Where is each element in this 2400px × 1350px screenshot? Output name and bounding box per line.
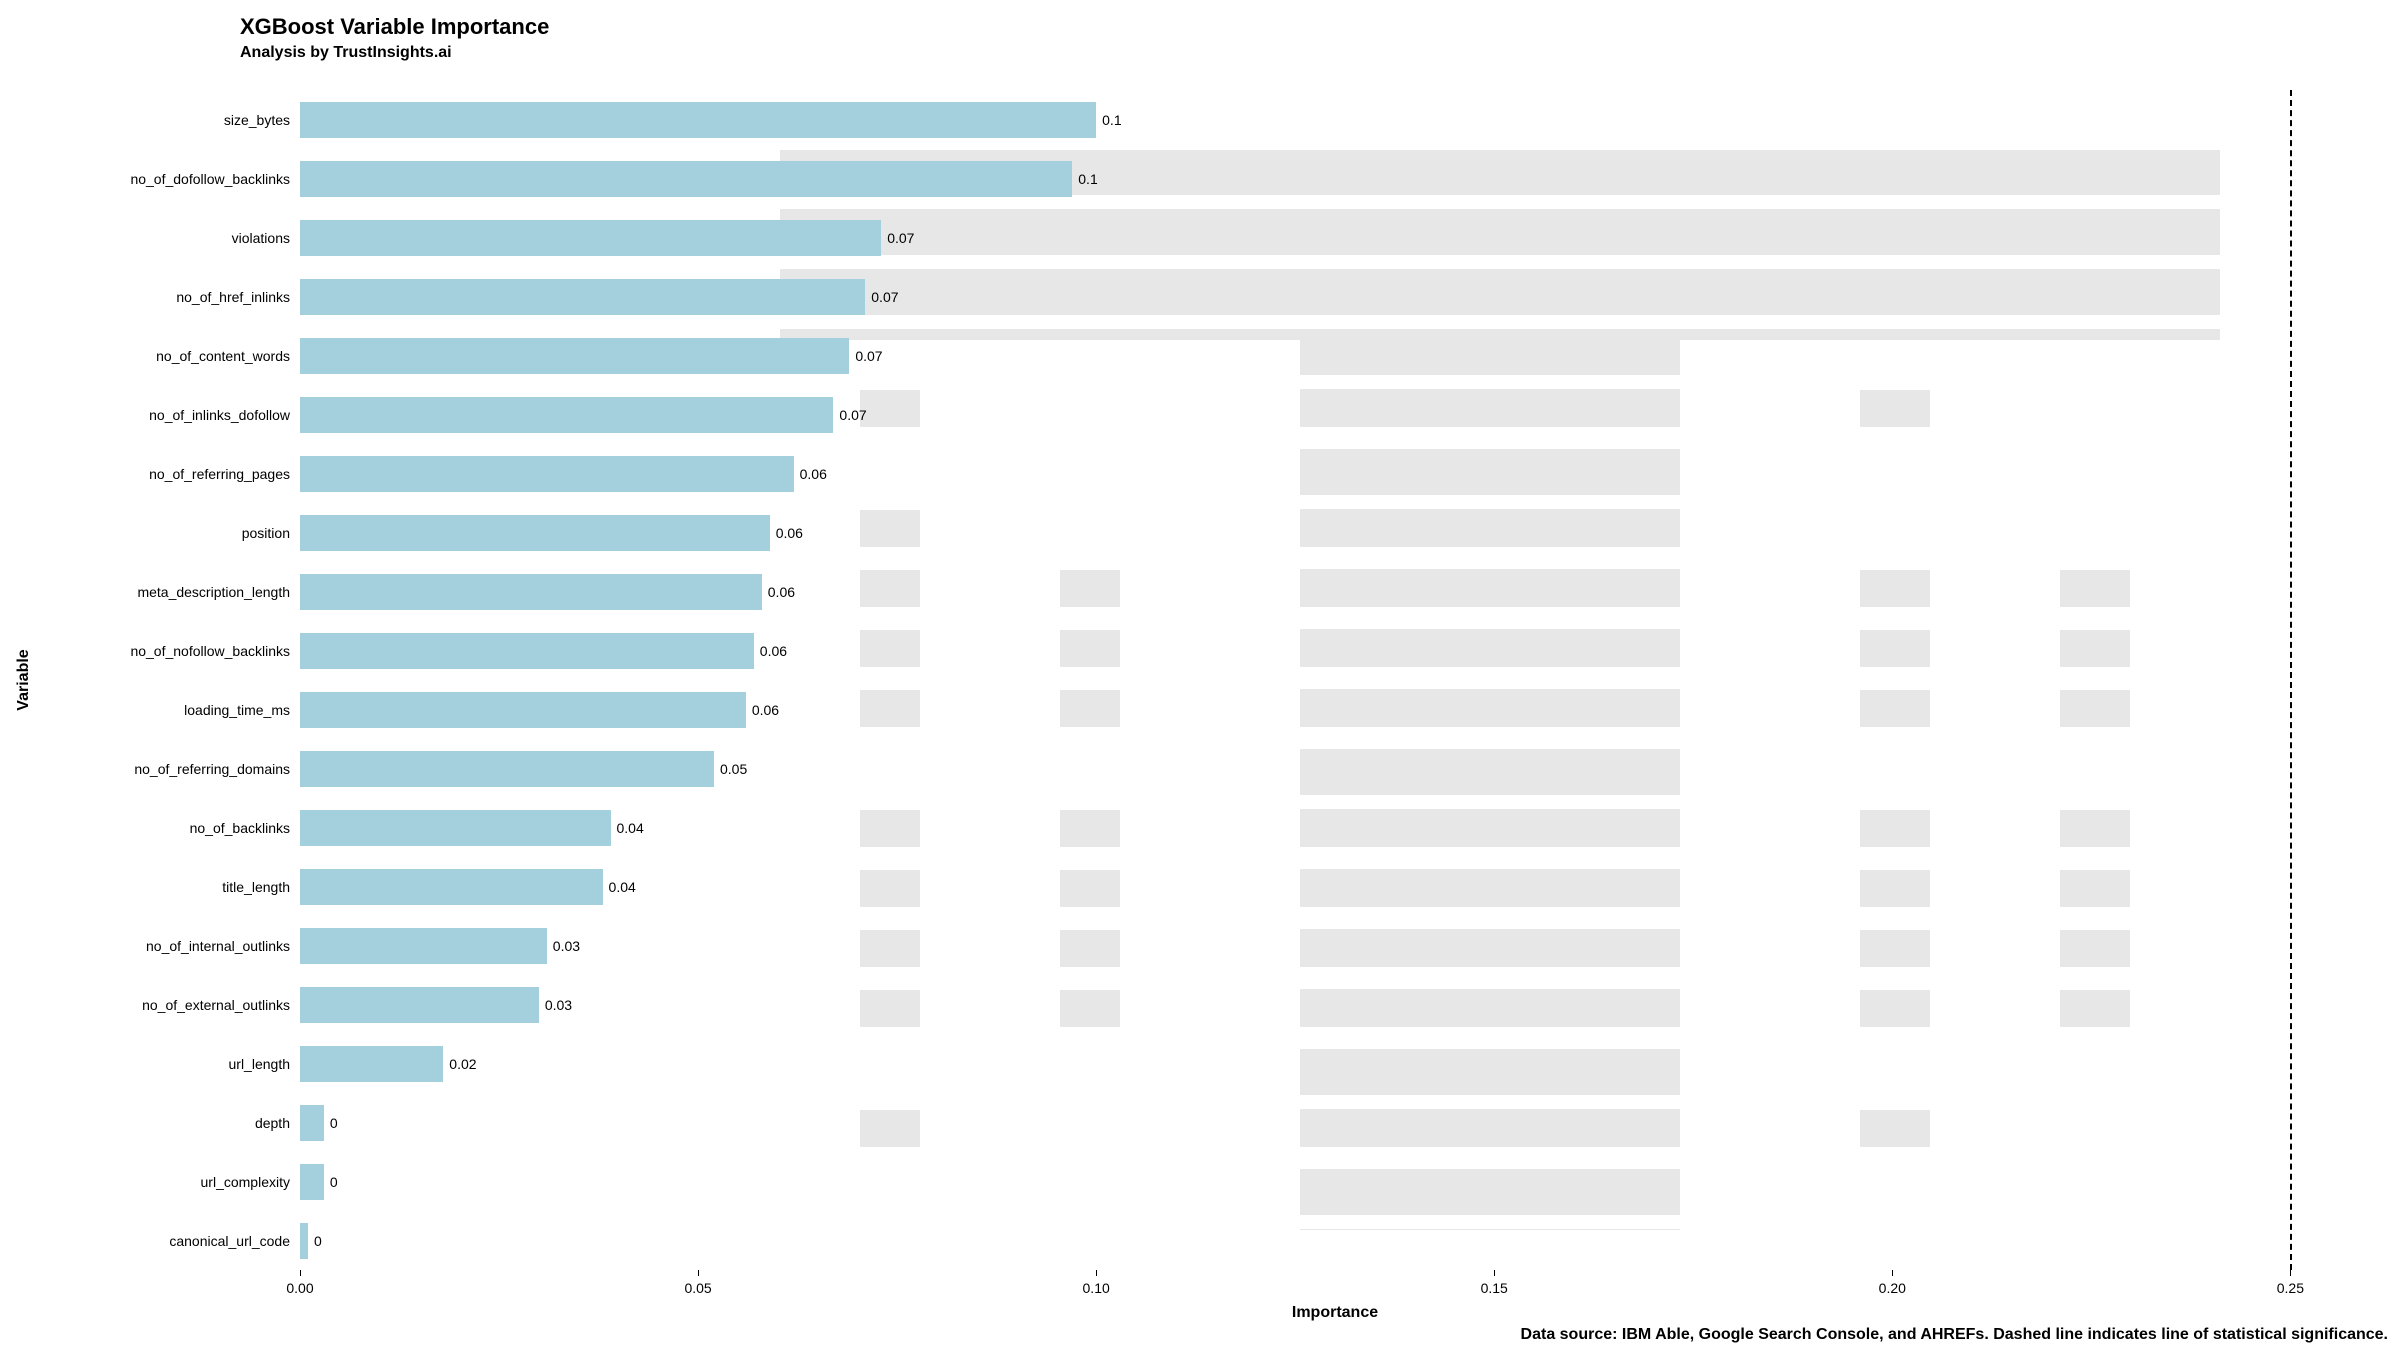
bar <box>300 574 762 610</box>
bar <box>300 397 833 433</box>
y-tick-label: loading_time_ms <box>184 702 290 718</box>
bar <box>300 1223 308 1259</box>
bar <box>300 751 714 787</box>
bar-value-label: 0.04 <box>609 879 636 895</box>
bar-value-label: 0 <box>330 1174 338 1190</box>
bar <box>300 1105 324 1141</box>
significance-line <box>2290 90 2292 1270</box>
y-tick-label: no_of_nofollow_backlinks <box>130 643 290 659</box>
bar-value-label: 0.06 <box>768 584 795 600</box>
y-tick-label: url_complexity <box>201 1174 290 1190</box>
y-tick-label: no_of_inlinks_dofollow <box>149 407 290 423</box>
y-tick-label: no_of_external_outlinks <box>142 997 290 1013</box>
bar <box>300 810 611 846</box>
y-tick-label: depth <box>255 1115 290 1131</box>
y-tick-label: canonical_url_code <box>169 1233 290 1249</box>
bar-value-label: 0.06 <box>776 525 803 541</box>
x-tick <box>2290 1270 2291 1276</box>
bar-value-label: 0.07 <box>839 407 866 423</box>
bar-value-label: 0.06 <box>760 643 787 659</box>
x-tick-label: 0.25 <box>2277 1280 2304 1296</box>
y-tick-label: no_of_referring_pages <box>149 466 290 482</box>
bar-value-label: 0 <box>330 1115 338 1131</box>
y-axis-title: Variable <box>15 649 33 710</box>
bar <box>300 1164 324 1200</box>
y-tick-label: url_length <box>229 1056 291 1072</box>
bar <box>300 220 881 256</box>
y-tick-label: no_of_href_inlinks <box>176 289 290 305</box>
x-tick <box>1892 1270 1893 1276</box>
x-axis-title: Importance <box>1292 1304 1378 1322</box>
x-tick <box>1494 1270 1495 1276</box>
y-tick-label: no_of_dofollow_backlinks <box>130 171 290 187</box>
x-tick <box>698 1270 699 1276</box>
y-tick-label: no_of_internal_outlinks <box>146 938 290 954</box>
y-tick-label: size_bytes <box>224 112 290 128</box>
chart-title: XGBoost Variable Importance <box>240 14 549 40</box>
bar <box>300 987 539 1023</box>
bar-value-label: 0.1 <box>1102 112 1121 128</box>
bar <box>300 456 794 492</box>
bar <box>300 279 865 315</box>
bar <box>300 161 1072 197</box>
bar-value-label: 0.02 <box>449 1056 476 1072</box>
y-tick-label: title_length <box>222 879 290 895</box>
bar-value-label: 0.1 <box>1078 171 1097 187</box>
bar-value-label: 0.07 <box>871 289 898 305</box>
bar-value-label: 0.03 <box>553 938 580 954</box>
bar-value-label: 0.07 <box>887 230 914 246</box>
bar-value-label: 0.06 <box>752 702 779 718</box>
bar-value-label: 0.06 <box>800 466 827 482</box>
bar <box>300 692 746 728</box>
bar <box>300 515 770 551</box>
bar-value-label: 0.07 <box>855 348 882 364</box>
x-tick <box>300 1270 301 1276</box>
bar <box>300 102 1096 138</box>
bar <box>300 633 754 669</box>
bar-value-label: 0.05 <box>720 761 747 777</box>
watermark <box>300 90 2370 1270</box>
bar-value-label: 0.03 <box>545 997 572 1013</box>
bar <box>300 1046 443 1082</box>
x-tick-label: 0.20 <box>1879 1280 1906 1296</box>
y-tick-label: meta_description_length <box>137 584 290 600</box>
bar-value-label: 0.04 <box>617 820 644 836</box>
bar <box>300 928 547 964</box>
y-tick-label: no_of_backlinks <box>190 820 290 836</box>
y-tick-label: no_of_referring_domains <box>134 761 290 777</box>
x-tick-label: 0.15 <box>1481 1280 1508 1296</box>
x-tick-label: 0.10 <box>1083 1280 1110 1296</box>
x-tick-label: 0.00 <box>286 1280 313 1296</box>
bar <box>300 338 849 374</box>
y-tick-label: position <box>242 525 290 541</box>
plot-area: 0.1 0.1 0.07 0.07 0.07 0.07 0.06 0.06 0.06 0.06 0.… <box>300 90 2370 1270</box>
bar-value-label: 0 <box>314 1233 322 1249</box>
bar <box>300 869 603 905</box>
chart-caption: Data source: IBM Able, Google Search Con… <box>1521 1326 2388 1344</box>
y-tick-label: no_of_content_words <box>156 348 290 364</box>
x-tick <box>1096 1270 1097 1276</box>
x-tick-label: 0.05 <box>684 1280 711 1296</box>
chart-subtitle: Analysis by TrustInsights.ai <box>240 44 452 62</box>
y-tick-label: violations <box>232 230 290 246</box>
